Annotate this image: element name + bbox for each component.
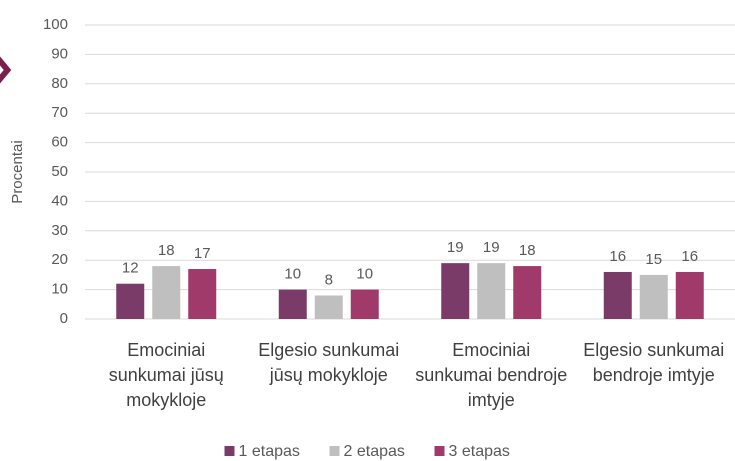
bar [350,289,379,319]
y-tick-label: 80 [51,75,68,92]
value-label: 18 [519,242,536,259]
bar [675,271,704,319]
bar [116,283,145,319]
value-label: 16 [609,248,626,265]
x-tick-label: Elgesio sunkumai bendroje imtyje [583,340,725,385]
y-tick-label: 100 [43,16,68,33]
y-tick-label: 30 [51,222,68,239]
legend-label: 2 etapas [344,443,405,460]
y-tick-label: 10 [51,281,68,298]
value-label: 8 [325,271,333,288]
value-label: 19 [483,239,500,256]
y-tick-label: 0 [60,310,68,327]
legend-swatch [329,446,340,456]
value-label: 19 [447,239,464,256]
y-tick-label: 20 [51,251,68,268]
value-label: 15 [645,251,662,268]
bar [603,271,632,319]
x-tick-label: Emociniai sunkumai jūsų mokykloje [108,340,224,410]
bar [639,274,668,319]
legend-swatch [434,446,445,456]
value-label: 12 [122,260,139,277]
bar [152,266,181,319]
legend-label: 1 etapas [239,443,300,460]
bar [441,263,470,319]
value-label: 10 [356,266,373,283]
value-label: 18 [158,242,175,259]
bar [188,269,217,319]
bar [513,266,542,319]
value-label: 10 [284,266,301,283]
legend-swatch [224,446,235,456]
bar [278,289,307,319]
value-label: 16 [681,248,698,265]
decor-arrow [0,56,12,84]
y-axis-label: Procentai [9,140,26,203]
y-tick-label: 60 [51,134,68,151]
bar [477,263,506,319]
y-tick-label: 70 [51,104,68,121]
value-label: 17 [194,245,211,262]
x-tick-label: Emociniai sunkumai bendroje imtyje [415,340,568,410]
x-tick-label: Elgesio sunkumai jūsų mokykloje [258,340,400,385]
bar [314,295,343,319]
y-tick-label: 40 [51,192,68,209]
y-tick-label: 50 [51,163,68,180]
legend-label: 3 etapas [449,443,510,460]
y-tick-label: 90 [51,45,68,62]
